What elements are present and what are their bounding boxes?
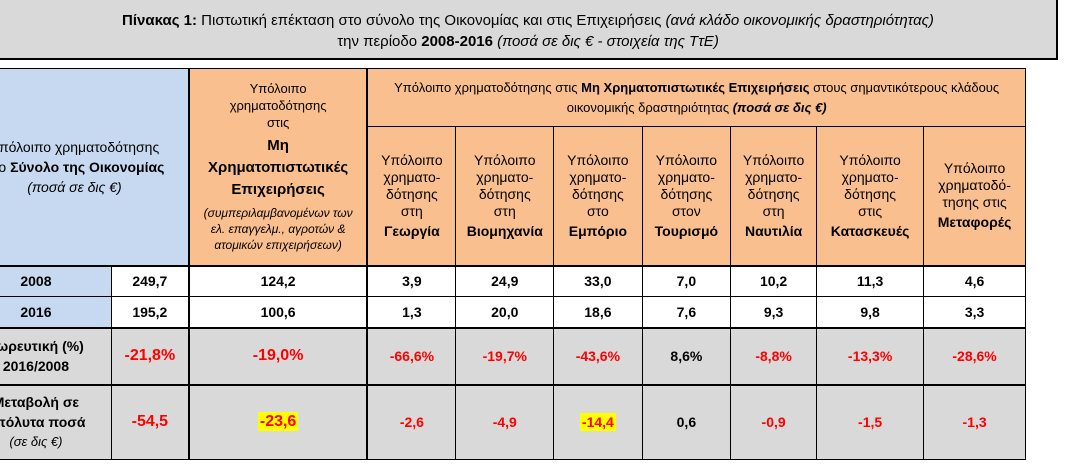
row-label-percent: Σωρευτική (%) 2016/2008 [0,326,112,385]
row-label-absolute-line2: απόλυτα ποσά [0,414,86,431]
cell-sector-2016: 3,3 [923,296,1026,328]
sector-header-agriculture: Υπόλοιπο χρηματο-δότησης στη Γεωργία [366,126,457,266]
credit-table: Υπόλοιπο χρηματοδότησης στο Σύνολο της Ο… [0,68,1027,460]
cell-sector-2016: 18,6 [553,296,643,328]
cell-sector-2008: 33,0 [553,264,643,297]
sector-header-name: Κατασκευές [830,222,910,239]
cell-sector-absolute: -2,6 [366,383,457,460]
cell-sector-absolute: 0,6 [641,383,732,460]
header-economy-line2: στο Σύνολο της Οικονομίας [0,157,187,177]
cell-sector-absolute: -1,3 [923,383,1026,460]
title-prefix: Πίνακας 1: [122,12,198,29]
header-nfc-note: (συμπεριλαμβανομένων των ελ. επαγγελμ., … [203,206,353,253]
cell-sector-2008: 11,3 [816,264,925,297]
sector-header-transport: Υπόλοιπο χρηματοδό-τησης στις Μεταφορές [923,126,1026,266]
cell-sector-percent: -43,6% [553,326,643,385]
title-line-2: την περίοδο 2008-2016 (ποσά σε δις € - σ… [0,31,1056,52]
header-economy: Υπόλοιπο χρηματοδότησης στο Σύνολο της Ο… [0,68,190,266]
sector-header-text: Υπόλοιπο χρηματοδό-τησης στις [938,160,1011,211]
sector-header-text: Υπόλοιπο χρηματο-δότησης στη [474,151,536,219]
cell-sector-2016: 9,8 [816,296,925,328]
sector-header-text: Υπόλοιπο χρηματο-δότησης στις [839,151,901,219]
cell-sector-absolute-wrap: -14,4 [553,383,643,460]
row-label-percent-line1: Σωρευτική (%) [0,338,84,354]
title-main: Πιστωτική επέκταση στο σύνολο της Οικονο… [197,12,666,29]
sector-header-name: Τουρισμό [654,222,719,239]
header-nfc-line1: Υπόλοιπο χρηματοδότησης στις [229,81,327,131]
row-label-2008: 2008 [0,264,112,297]
sector-header-trade: Υπόλοιπο χρηματο-δότησης στο Εμπόριο [553,126,643,266]
cell-sector-percent: 8,6% [641,326,732,385]
sector-header-name: Ναυτιλία [744,222,803,239]
sector-header-name: Εμπόριο [568,222,628,239]
cell-sector-2016: 9,3 [730,296,818,328]
cell-sector-2008: 10,2 [730,264,818,297]
table-row-absolute-change: Μεταβολή σε απόλυτα ποσά (σε δις €) -54,… [0,383,1026,460]
header-sectors: Υπόλοιπο χρηματοδότησης στις Μη Χρηματοπ… [366,68,1027,127]
title-period-prefix: την περίοδο [337,33,422,50]
table-title: Πίνακας 1: Πιστωτική επέκταση στο σύνολο… [0,0,1058,60]
row-label-percent-line2: 2016/2008 [2,358,70,374]
cell-nfc-2008: 124,2 [188,264,369,297]
sector-header-shipping: Υπόλοιπο χρηματο-δότησης στη Ναυτιλία [730,126,818,266]
cell-nfc-absolute: -23,6 [257,412,299,432]
row-label-absolute: Μεταβολή σε απόλυτα ποσά (σε δις €) [0,383,112,460]
table-row-2008: 2008 249,7 124,2 3,9 24,9 33,0 7,0 10,2 … [0,264,1026,297]
row-label-2016: 2016 [0,296,112,328]
title-period: 2008-2016 [421,33,493,50]
sector-header-name: Γεωργία [383,222,440,239]
cell-sector-2008: 24,9 [455,264,555,297]
cell-sector-2016: 20,0 [455,296,555,328]
cell-sector-2016: 1,3 [366,296,457,328]
cell-sector-percent: -28,6% [923,326,1026,385]
title-paren: (ανά κλάδο οικονομικής δραστηριότητας) [665,12,934,29]
header-economy-bold: Σύνολο της Οικονομίας [10,158,165,175]
sector-header-name: Βιομηχανία [466,222,543,239]
cell-sector-2008: 4,6 [923,264,1026,297]
sector-header-name: Μεταφορές [937,214,1012,231]
sector-header-industry: Υπόλοιπο χρηματο-δότησης στη Βιομηχανία [455,126,555,266]
cell-sector-2016: 7,6 [641,296,732,328]
header-sectors-prefix: Υπόλοιπο χρηματοδότησης στις [394,79,582,95]
row-label-absolute-unit: (σε δις €) [9,434,63,450]
header-economy-prefix: στο [0,159,10,175]
cell-economy-2008: 249,7 [110,264,190,297]
header-economy-line1: Υπόλοιπο χρηματοδότησης [0,138,160,155]
cell-sector-absolute: -4,9 [455,383,555,460]
header-sectors-post: στους σημαντικότερους κλάδους οικονομική… [566,79,1000,115]
cell-nfc-percent: -19,0% [188,326,369,385]
sector-header-tourism: Υπόλοιπο χρηματο-δότησης στον Τουρισμό [641,126,732,266]
sector-header-construction: Υπόλοιπο χρηματο-δότησης στις Κατασκευές [816,126,925,266]
cell-sector-percent: -19,7% [455,326,555,385]
row-label-absolute-line1: Μεταβολή σε [0,394,80,411]
title-period-paren: (ποσά σε δις € - στοιχεία της ΤτΕ) [492,33,719,50]
cell-economy-2016: 195,2 [110,296,190,328]
sector-header-text: Υπόλοιπο χρηματο-δότησης στον [655,151,718,219]
sector-header-text: Υπόλοιπο χρηματο-δότησης στη [381,151,443,219]
cell-nfc-2016: 100,6 [188,296,369,328]
title-line-1: Πίνακας 1: Πιστωτική επέκταση στο σύνολο… [0,10,1056,31]
header-economy-unit: (ποσά σε δις €) [27,178,122,195]
cell-sector-absolute: -1,5 [816,383,925,460]
header-nfc: Υπόλοιπο χρηματοδότησης στις Μη Χρηματοπ… [188,68,369,266]
table-row-percent-change: Σωρευτική (%) 2016/2008 -21,8% -19,0% -6… [0,326,1026,385]
cell-sector-percent: -66,6% [366,326,457,385]
cell-sector-percent: -13,3% [816,326,925,385]
header-sectors-bold: Μη Χρηματοπιστωτικές Επιχειρήσεις [581,79,810,95]
cell-nfc-absolute-wrap: -23,6 [188,383,369,460]
cell-sector-2008: 3,9 [366,264,457,297]
header-sectors-unit: (ποσά σε δις €) [732,99,827,115]
cell-economy-percent: -21,8% [110,326,190,385]
cell-sector-2008: 7,0 [641,264,732,297]
sector-header-text: Υπόλοιπο χρηματο-δότησης στο [567,151,629,219]
cell-sector-absolute: -0,9 [730,383,818,460]
cell-economy-absolute: -54,5 [110,383,190,460]
cell-sector-percent: -8,8% [730,326,818,385]
sector-header-text: Υπόλοιπο χρηματο-δότησης στη [742,151,805,219]
header-nfc-bold: Μη Χρηματοπιστωτικές Επιχειρήσεις [208,137,349,199]
table-row-2016: 2016 195,2 100,6 1,3 20,0 18,6 7,6 9,3 9… [0,296,1026,328]
cell-sector-absolute: -14,4 [579,413,616,432]
